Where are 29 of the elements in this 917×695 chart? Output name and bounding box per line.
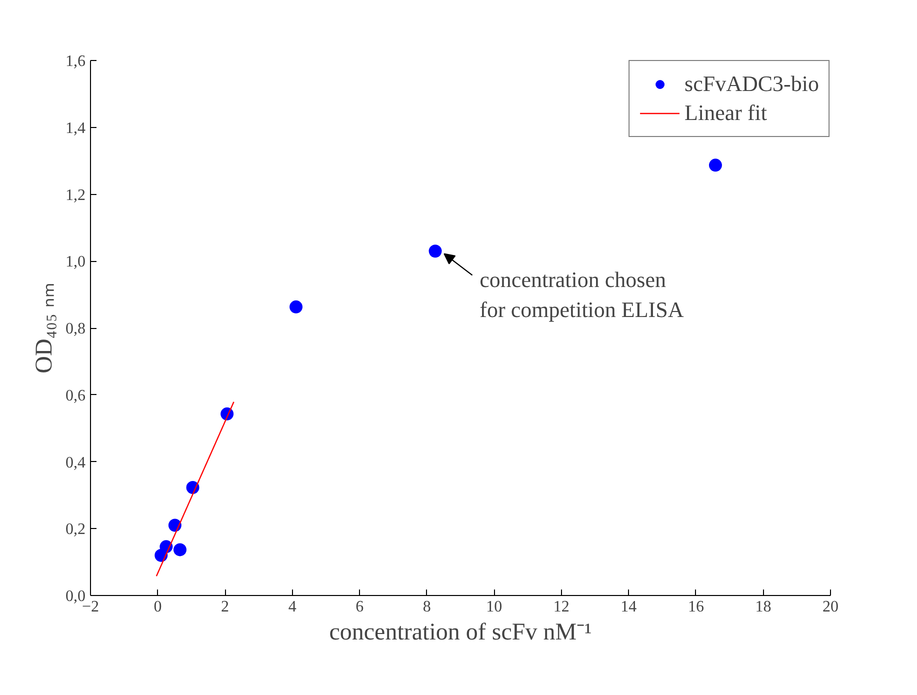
x-tick-label: 8 <box>422 598 431 616</box>
x-tick-label: 2 <box>221 598 230 616</box>
x-tick-label: 18 <box>755 598 772 616</box>
x-tick-label: 12 <box>553 598 570 616</box>
x-tick-label: 14 <box>620 598 637 616</box>
y-tick-label: 0,4 <box>66 454 86 472</box>
point <box>708 158 722 172</box>
point <box>290 300 303 314</box>
x-tick-label: 6 <box>356 598 364 616</box>
y-tick-label: 0,6 <box>66 387 86 404</box>
y-tick-label: 0,8 <box>66 320 86 338</box>
x-tick-label: 16 <box>688 598 704 616</box>
x-tick-label: 4 <box>288 598 296 616</box>
x-tick-label: 10 <box>486 598 502 616</box>
point <box>428 244 442 258</box>
annotation: concentration chosen for competition ELISA <box>480 267 684 322</box>
legend-label: scFvADC3-bio <box>684 71 819 97</box>
y-tick-label: 1,2 <box>66 186 86 204</box>
y-tick-label: 0,2 <box>66 521 86 538</box>
point <box>173 543 186 556</box>
y-tick-label: 1,6 <box>66 53 86 70</box>
legend-label: Linear fit <box>684 100 768 126</box>
x-tick-label: 0 <box>154 598 162 616</box>
x-tick-label: 20 <box>822 598 838 616</box>
x-axis-title: concentration of scFv nM⁻¹ <box>329 620 592 646</box>
y-tick-label: 0,0 <box>66 588 86 605</box>
y-axis-title: OD₄₀₅ ₙₘ <box>32 282 58 374</box>
y-tick-label: 1,0 <box>66 254 86 271</box>
y-tick-label: 1,4 <box>66 120 86 137</box>
